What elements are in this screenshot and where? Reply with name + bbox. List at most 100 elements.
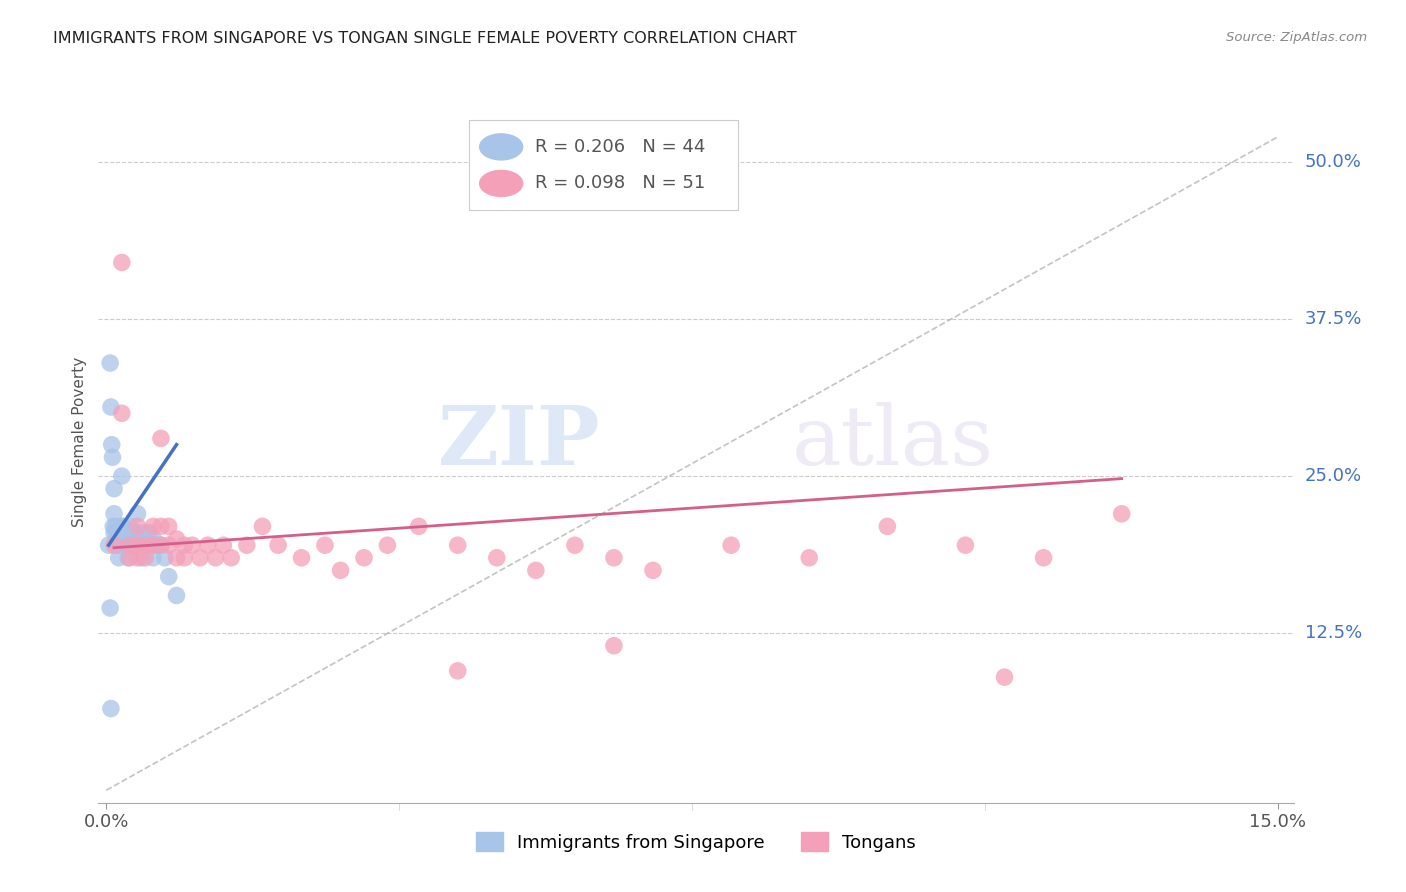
Text: Source: ZipAtlas.com: Source: ZipAtlas.com (1226, 31, 1367, 45)
Point (142, 532, 165, 546)
Text: R = 0.206   N = 44: R = 0.206 N = 44 (534, 138, 704, 156)
Point (120, 538, 142, 552)
Point (127, 507, 149, 521)
Point (134, 525, 156, 540)
Point (131, 550, 153, 565)
Text: atlas: atlas (792, 401, 994, 482)
Point (103, 538, 125, 552)
Point (111, 255, 134, 269)
Point (204, 550, 226, 565)
Point (188, 550, 211, 565)
Point (134, 538, 156, 552)
Point (149, 431, 172, 445)
Text: 25.0%: 25.0% (1305, 467, 1362, 485)
Legend: Immigrants from Singapore, Tongans: Immigrants from Singapore, Tongans (468, 825, 924, 859)
Point (993, 670, 1015, 684)
Point (114, 525, 136, 540)
Point (112, 519, 135, 533)
Point (100, 400, 122, 414)
Point (105, 532, 128, 546)
Point (219, 550, 242, 565)
Point (353, 550, 375, 565)
Point (97, 538, 120, 552)
Point (98, 601, 121, 615)
Point (103, 519, 125, 533)
Point (564, 538, 586, 552)
Point (173, 550, 195, 565)
Point (408, 519, 430, 533)
Point (236, 538, 259, 552)
Point (447, 664, 470, 678)
Point (149, 519, 172, 533)
Point (1032, 550, 1054, 565)
Point (104, 519, 127, 533)
Point (117, 550, 139, 565)
Point (122, 525, 145, 540)
Point (267, 538, 290, 552)
Point (111, 532, 134, 546)
Circle shape (479, 134, 523, 160)
Point (118, 519, 141, 533)
Point (799, 550, 821, 565)
Text: 37.5%: 37.5% (1305, 310, 1362, 328)
Point (115, 538, 138, 552)
Point (118, 532, 141, 546)
Point (314, 538, 336, 552)
Text: IMMIGRANTS FROM SINGAPORE VS TONGAN SINGLE FEMALE POVERTY CORRELATION CHART: IMMIGRANTS FROM SINGAPORE VS TONGAN SING… (53, 31, 797, 46)
Point (142, 538, 165, 552)
Point (103, 525, 125, 540)
Point (118, 538, 141, 552)
Point (149, 538, 172, 552)
Point (197, 538, 219, 552)
Point (103, 482, 125, 496)
Point (110, 538, 132, 552)
Point (524, 563, 547, 577)
Point (101, 450, 124, 465)
Point (955, 538, 977, 552)
Point (118, 550, 141, 565)
Point (603, 639, 626, 653)
Point (138, 525, 160, 540)
Point (111, 469, 134, 483)
Point (127, 538, 149, 552)
Point (127, 550, 149, 565)
Point (1111, 507, 1133, 521)
Point (329, 563, 352, 577)
Point (127, 525, 149, 540)
Point (876, 519, 898, 533)
Circle shape (479, 170, 523, 196)
Point (100, 701, 122, 715)
Point (107, 550, 129, 565)
Point (111, 519, 134, 533)
Text: ZIP: ZIP (437, 401, 600, 482)
Point (153, 550, 176, 565)
Point (603, 550, 626, 565)
FancyBboxPatch shape (470, 120, 738, 211)
Point (157, 569, 180, 583)
Point (146, 538, 169, 552)
Point (173, 538, 195, 552)
Text: 12.5%: 12.5% (1305, 624, 1362, 642)
Point (290, 550, 312, 565)
Point (103, 507, 125, 521)
Text: R = 0.098   N = 51: R = 0.098 N = 51 (534, 175, 704, 193)
Point (134, 538, 156, 552)
Point (641, 563, 664, 577)
Point (105, 525, 128, 540)
Point (485, 550, 508, 565)
Point (166, 589, 188, 603)
Point (212, 538, 235, 552)
Point (252, 519, 274, 533)
Point (181, 538, 204, 552)
Point (98, 356, 121, 370)
Point (114, 532, 136, 546)
Point (142, 550, 165, 565)
Point (166, 532, 188, 546)
Text: 50.0%: 50.0% (1305, 153, 1361, 171)
Point (377, 538, 399, 552)
Point (127, 519, 149, 533)
Point (157, 538, 180, 552)
Point (157, 519, 180, 533)
Point (134, 550, 156, 565)
Point (447, 538, 470, 552)
